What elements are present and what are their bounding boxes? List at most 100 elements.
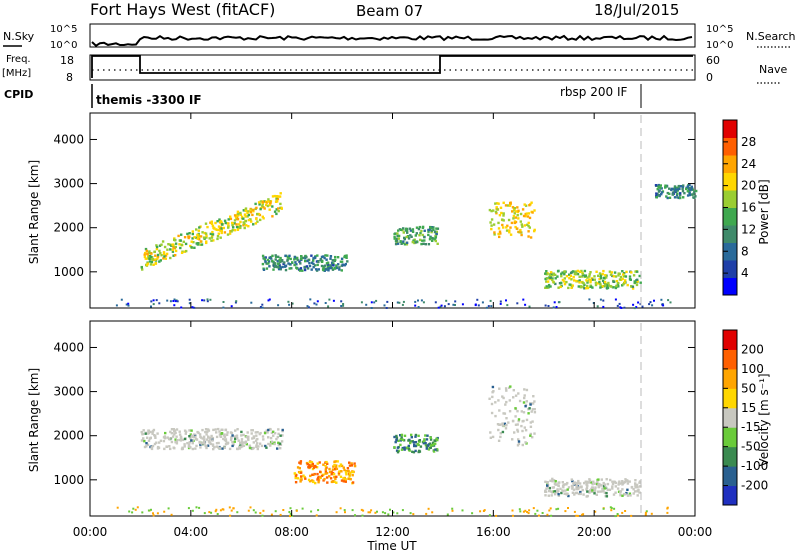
range-cell	[396, 234, 399, 238]
range-cell	[296, 466, 300, 469]
range-cell	[580, 275, 584, 278]
range-cell	[166, 299, 169, 302]
range-cell	[348, 475, 351, 478]
range-cell	[315, 268, 318, 271]
range-cell	[492, 209, 495, 212]
range-cell	[141, 433, 144, 436]
range-cell	[393, 237, 396, 240]
range-cell	[412, 513, 415, 516]
range-cell	[323, 264, 327, 267]
range-cell	[446, 513, 449, 516]
time-axis: 00:00 04:00 08:00 12:00 16:00 20:00 00:00	[73, 113, 712, 539]
range-cell	[340, 464, 344, 468]
range-cell	[339, 463, 343, 466]
range-cell	[150, 447, 154, 451]
range-cell	[203, 299, 206, 302]
range-cell	[428, 228, 431, 232]
range-cell	[329, 266, 332, 270]
range-cell	[158, 244, 162, 247]
range-cell	[419, 445, 423, 448]
range-cell	[420, 299, 423, 302]
range-cell	[396, 446, 400, 449]
colorbar-tick-label: 50	[741, 381, 756, 395]
range-cell	[618, 482, 621, 485]
colorbar-tick-label: 100	[741, 362, 764, 376]
range-cell	[621, 481, 624, 485]
range-cell	[531, 420, 534, 423]
range-cell	[617, 272, 620, 275]
range-cell	[498, 214, 502, 217]
range-cell	[526, 215, 530, 218]
colorbar-swatch	[723, 172, 737, 191]
range-cell	[414, 304, 417, 307]
range-cell	[529, 421, 532, 424]
range-cell	[254, 431, 257, 434]
range-cell	[186, 442, 189, 445]
range-cell	[430, 229, 433, 232]
range-cell	[509, 385, 512, 388]
range-cell	[340, 479, 344, 482]
range-cell	[273, 265, 276, 269]
range-cell	[322, 463, 325, 466]
range-cell	[280, 259, 284, 263]
range-cell	[273, 442, 276, 446]
range-cell	[576, 272, 580, 276]
range-cell	[579, 492, 582, 496]
range-cell	[250, 220, 253, 223]
range-cell	[591, 487, 594, 490]
range-cell	[635, 483, 639, 487]
range-cell	[614, 515, 617, 518]
range-cell	[298, 461, 301, 464]
range-cell	[332, 264, 335, 267]
range-cell	[532, 395, 535, 398]
range-cell	[351, 470, 354, 474]
range-cell	[333, 463, 336, 467]
range-cell	[501, 223, 504, 227]
range-cell	[365, 303, 368, 306]
range-cell	[623, 306, 626, 309]
range-cell	[245, 443, 248, 446]
range-cell	[191, 230, 194, 233]
range-cell	[148, 260, 152, 263]
range-cell	[606, 488, 609, 491]
range-cell	[342, 466, 345, 469]
range-cell	[602, 276, 606, 280]
range-cell	[194, 435, 197, 438]
range-cell	[252, 441, 255, 444]
range-cell	[681, 186, 685, 189]
range-cell	[360, 301, 363, 304]
range-cell	[564, 483, 567, 486]
range-cell	[207, 435, 210, 438]
range-cell	[164, 431, 167, 435]
range-cell	[205, 241, 208, 245]
range-cell	[427, 243, 431, 246]
range-cell	[335, 264, 338, 267]
range-cell	[406, 446, 409, 449]
range-cell	[410, 235, 413, 238]
range-cell	[509, 233, 513, 236]
range-cell	[589, 271, 592, 274]
range-cell	[255, 217, 258, 221]
range-cell	[284, 254, 287, 257]
range-cell	[170, 513, 173, 516]
range-cell	[318, 461, 321, 464]
range-cell	[526, 511, 529, 513]
range-cell	[202, 443, 205, 446]
range-cell	[435, 230, 438, 234]
range-cell	[610, 271, 614, 274]
range-cell	[192, 241, 195, 244]
range-cell	[261, 262, 265, 266]
range-cell	[695, 189, 698, 193]
range-cell	[320, 264, 324, 268]
range-cell	[649, 301, 652, 304]
range-cell	[628, 275, 632, 278]
range-cell	[277, 209, 280, 213]
range-cell	[547, 494, 550, 497]
range-cell	[557, 493, 560, 496]
range-cell	[277, 443, 280, 447]
range-cell	[315, 514, 318, 517]
range-cell	[393, 446, 396, 449]
range-cell	[482, 510, 485, 512]
range-cell	[389, 508, 391, 511]
range-cell	[147, 251, 151, 255]
